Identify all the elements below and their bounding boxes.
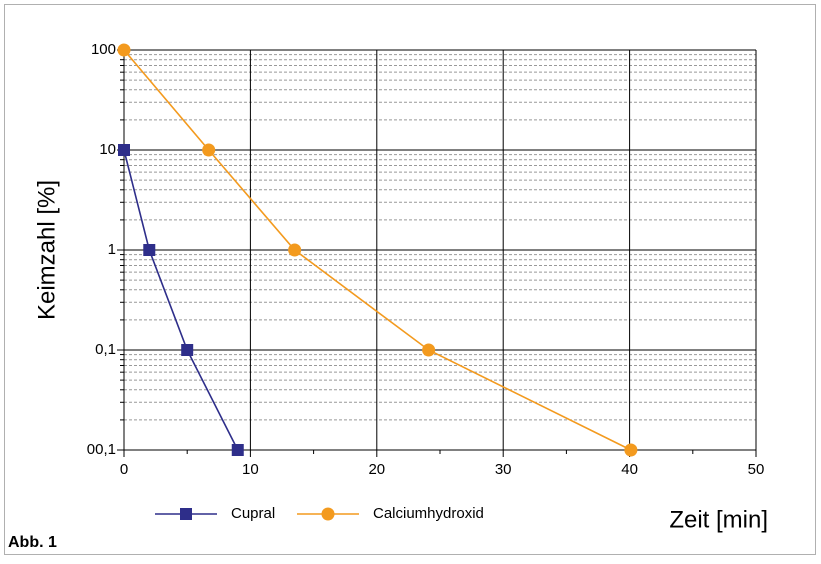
x-tick-label: 20 <box>368 461 385 478</box>
x-tick-label: 40 <box>621 461 638 478</box>
marker <box>422 343 436 357</box>
y-tick-label: 1 <box>108 241 116 258</box>
marker <box>117 43 131 57</box>
series-line <box>123 149 239 451</box>
marker <box>181 344 194 356</box>
x-tick-label: 50 <box>748 461 765 478</box>
figure-label: Abb. 1 <box>8 534 57 551</box>
frame <box>4 4 816 555</box>
x-tick-label: 0 <box>120 461 128 478</box>
y-tick-label: 10 <box>99 141 116 158</box>
marker <box>624 443 638 457</box>
marker <box>202 143 216 157</box>
x-tick-label: 10 <box>242 461 259 478</box>
marker <box>288 243 302 257</box>
x-tick-label: 30 <box>495 461 512 478</box>
legend-label: Cupral <box>231 505 275 522</box>
y-axis-label: Keimzahl [%] <box>33 180 60 320</box>
legend-marker <box>180 508 192 520</box>
legend-label: Calciumhydroxid <box>373 505 484 522</box>
y-tick-label: 00,1 <box>87 441 116 458</box>
y-tick-label: 100 <box>91 41 116 58</box>
marker <box>118 144 130 156</box>
x-axis-label: Zeit [min] <box>669 506 768 533</box>
legend-marker <box>321 507 335 521</box>
marker <box>231 444 244 456</box>
marker <box>143 244 156 256</box>
y-tick-label: 0,1 <box>95 341 116 358</box>
